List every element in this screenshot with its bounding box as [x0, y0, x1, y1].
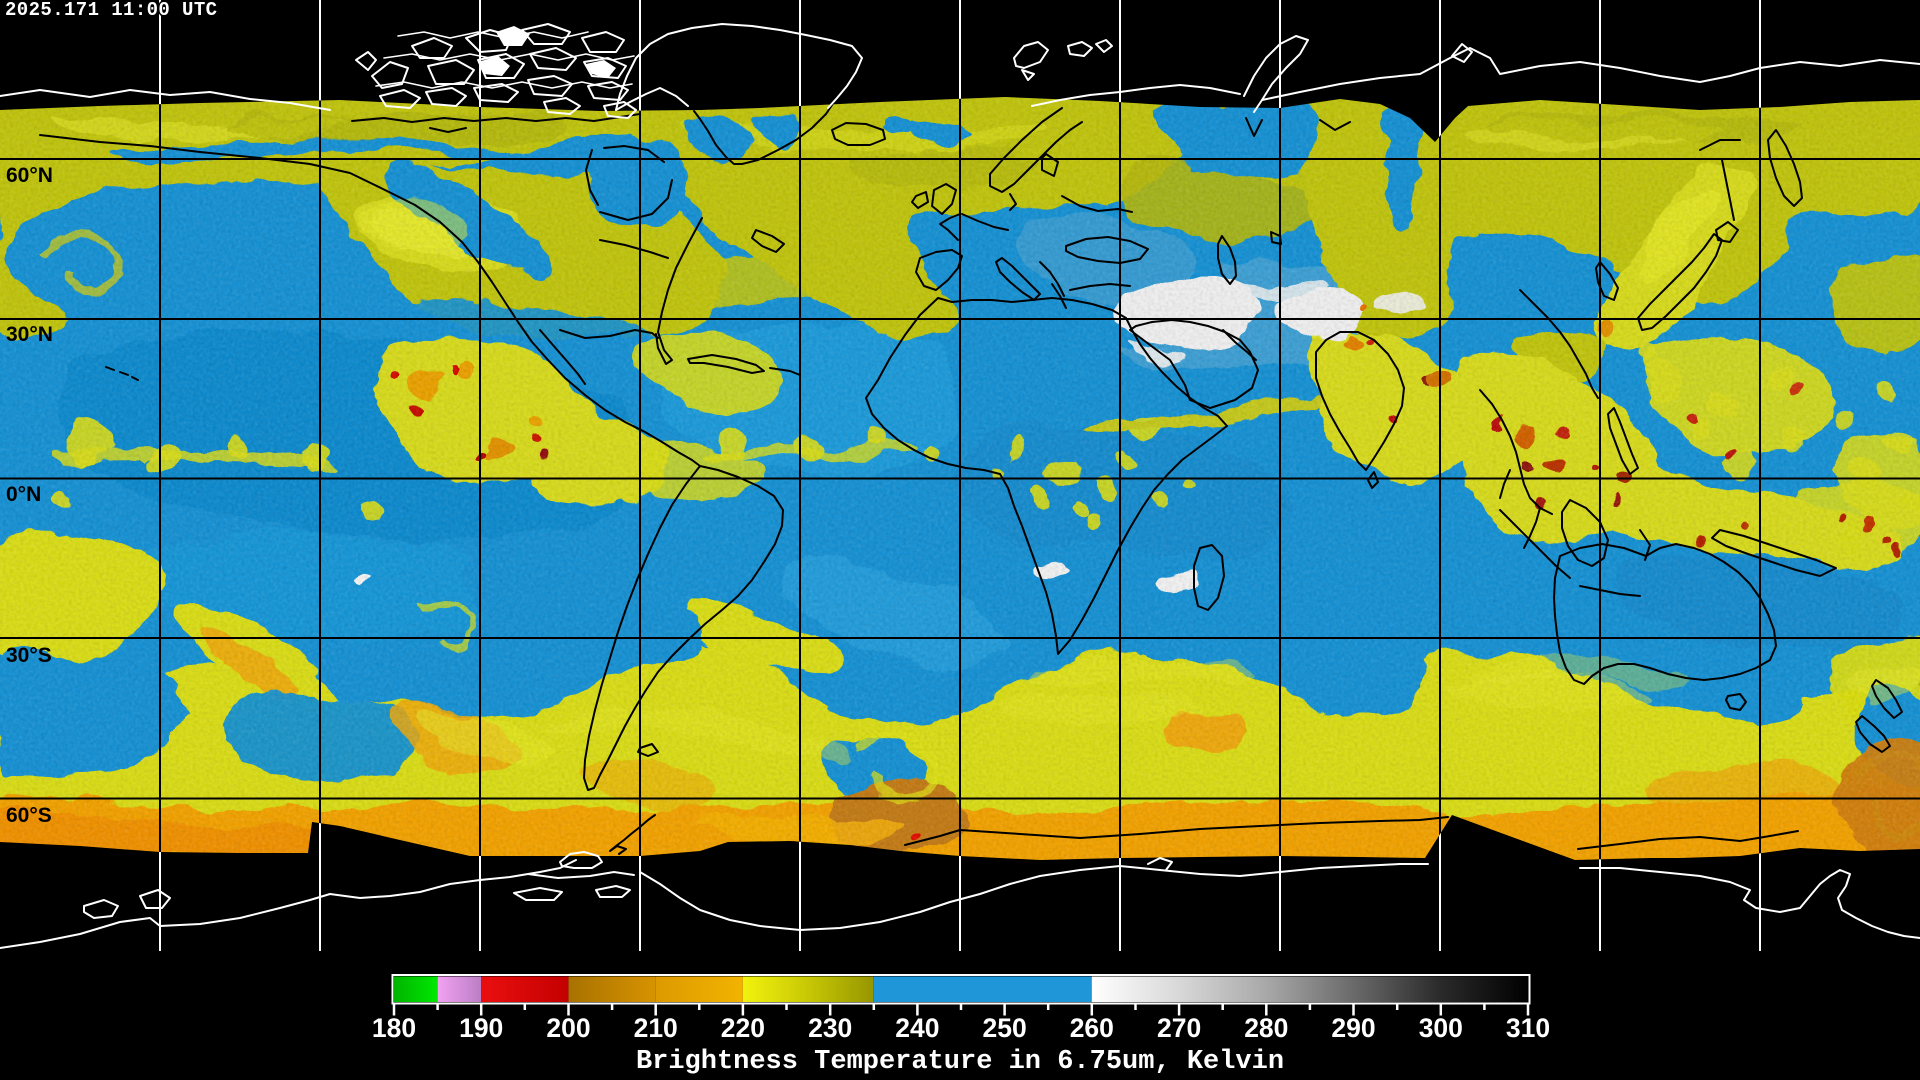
svg-text:60°S: 60°S: [6, 804, 52, 827]
svg-text:310: 310: [1506, 1013, 1550, 1043]
svg-text:230: 230: [808, 1013, 852, 1043]
svg-text:60°N: 60°N: [6, 164, 53, 187]
svg-text:280: 280: [1244, 1013, 1288, 1043]
svg-text:270: 270: [1157, 1013, 1201, 1043]
svg-text:200: 200: [546, 1013, 590, 1043]
svg-text:0°N: 0°N: [6, 483, 41, 506]
svg-text:250: 250: [982, 1013, 1026, 1043]
svg-text:190: 190: [459, 1013, 503, 1043]
svg-text:180: 180: [372, 1013, 416, 1043]
svg-text:240: 240: [895, 1013, 939, 1043]
svg-text:260: 260: [1070, 1013, 1114, 1043]
svg-text:290: 290: [1331, 1013, 1375, 1043]
svg-text:Brightness Temperature in 6.75: Brightness Temperature in 6.75um, Kelvin: [636, 1047, 1284, 1077]
svg-text:30°N: 30°N: [6, 323, 53, 346]
svg-text:30°S: 30°S: [6, 644, 52, 667]
svg-text:2025.171 11:00 UTC: 2025.171 11:00 UTC: [5, 0, 217, 21]
svg-text:220: 220: [721, 1013, 765, 1043]
svg-text:300: 300: [1419, 1013, 1463, 1043]
svg-text:210: 210: [634, 1013, 678, 1043]
